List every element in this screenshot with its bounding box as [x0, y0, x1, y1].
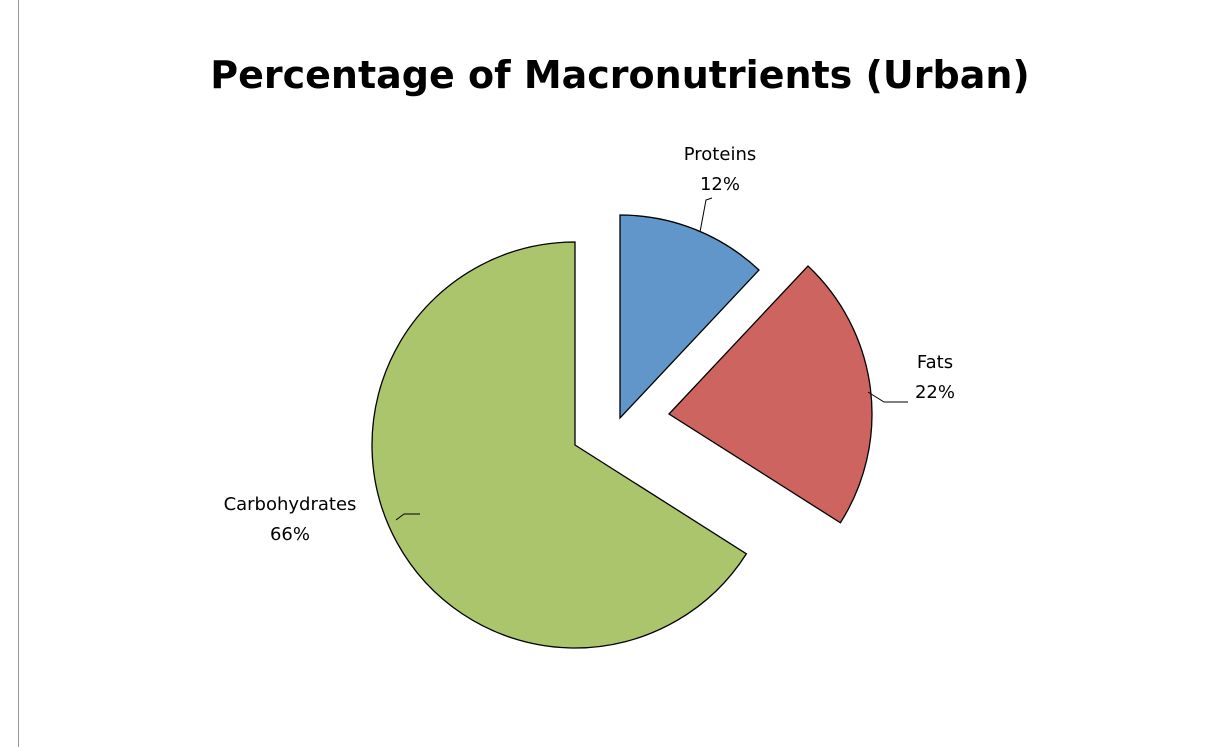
- slice-label: Fats: [917, 352, 953, 373]
- chart-title: Percentage of Macronutrients (Urban): [210, 53, 1030, 97]
- slice-value-label: 12%: [700, 174, 740, 195]
- leader-line: [867, 391, 908, 403]
- slice-value-label: 22%: [915, 382, 955, 403]
- leader-line: [699, 197, 713, 233]
- slices: [371, 214, 873, 649]
- pie-slice: [667, 265, 873, 524]
- pie-slice: [619, 214, 760, 420]
- slice-label: Proteins: [684, 144, 756, 165]
- slice-value-label: 66%: [270, 524, 310, 545]
- slice-label: Carbohydrates: [224, 494, 357, 515]
- pie-slice: [371, 241, 748, 649]
- leader-line: [395, 513, 420, 521]
